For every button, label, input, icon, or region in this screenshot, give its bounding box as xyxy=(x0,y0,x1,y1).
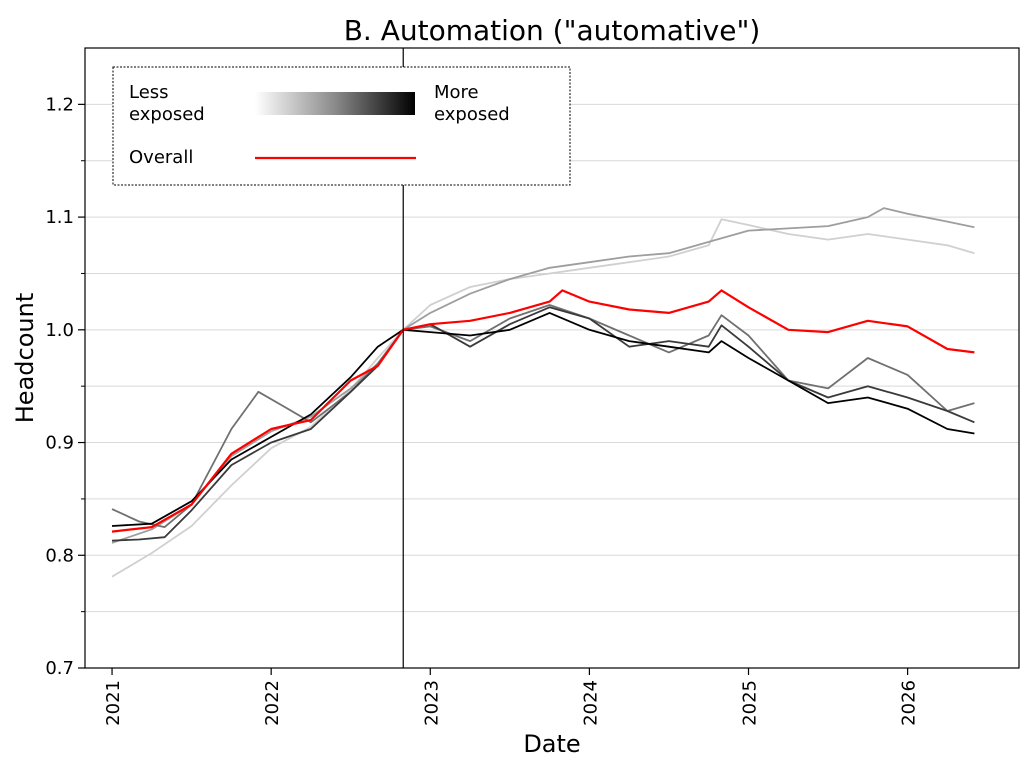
x-tick-label: 2026 xyxy=(899,680,920,726)
legend-more-line1: More xyxy=(434,82,479,103)
y-tick-label: 1.2 xyxy=(45,94,74,115)
y-tick-label: 1.0 xyxy=(45,320,74,341)
legend-less-exposed-label: Less exposed xyxy=(129,82,205,125)
plot-frame xyxy=(84,47,1020,669)
legend-frame xyxy=(112,66,571,186)
legend-overall-label: Overall xyxy=(129,147,193,168)
y-axis: 0.7 0.8 0.9 1.0 1.1 1.2 xyxy=(45,94,85,679)
series-line-q2 xyxy=(111,207,975,544)
x-axis: 2021 2022 2023 2024 2025 2026 xyxy=(103,668,920,726)
y-axis-label: Headcount xyxy=(11,293,39,423)
legend-more-line2: exposed xyxy=(434,104,510,125)
series-line-q5 xyxy=(111,311,975,527)
x-tick-label: 2022 xyxy=(262,680,283,726)
legend-less-line2: exposed xyxy=(129,104,205,125)
legend-exposure-gradient xyxy=(255,92,415,115)
y-tick-label: 1.1 xyxy=(45,207,74,228)
series-line-q3 xyxy=(111,304,975,528)
chart-title: B. Automation ("automative") xyxy=(344,14,761,47)
x-tick-label: 2021 xyxy=(103,680,124,726)
series-line-q4 xyxy=(111,306,975,542)
legend-less-line1: Less xyxy=(129,82,169,103)
y-tick-label: 0.9 xyxy=(45,433,74,454)
series-line-q1 xyxy=(111,218,975,578)
legend-more-exposed-label: More exposed xyxy=(434,82,510,125)
x-tick-label: 2023 xyxy=(421,680,442,726)
y-tick-label: 0.8 xyxy=(45,545,74,566)
x-axis-label: Date xyxy=(523,730,580,758)
x-tick-label: 2024 xyxy=(580,680,601,726)
series-line-overall xyxy=(111,289,975,533)
legend: Less exposed More exposed Overall xyxy=(112,66,571,186)
series-lines xyxy=(111,207,975,578)
x-tick-label: 2025 xyxy=(740,680,761,726)
y-tick-label: 0.7 xyxy=(45,658,74,679)
